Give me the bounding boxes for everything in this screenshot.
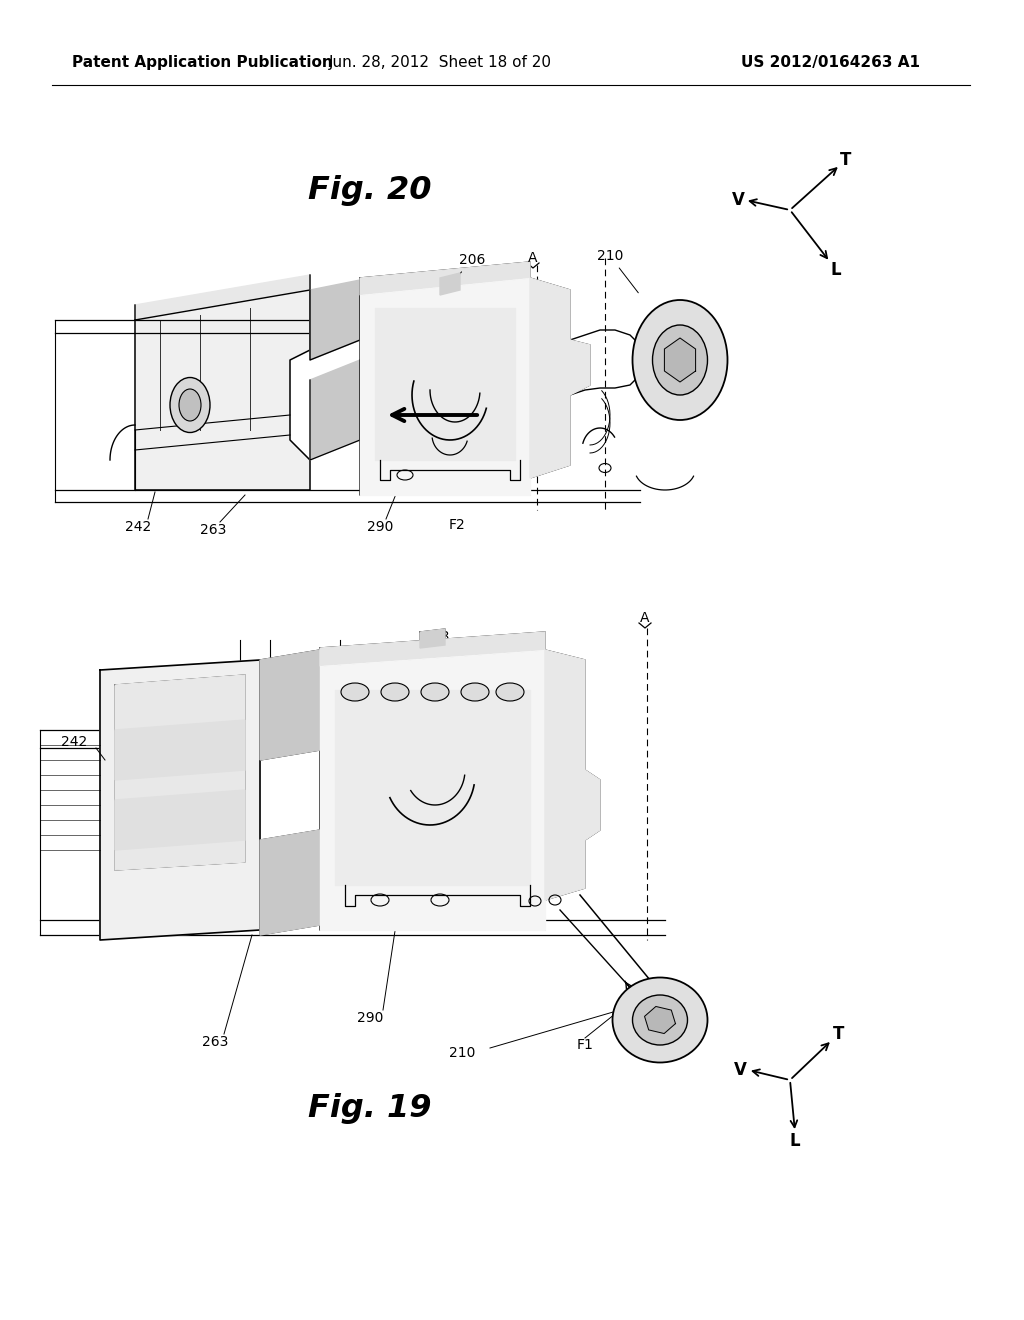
Ellipse shape <box>612 978 708 1063</box>
Polygon shape <box>360 261 530 294</box>
Ellipse shape <box>170 378 210 433</box>
Text: 248: 248 <box>418 630 450 648</box>
Text: US 2012/0164263 A1: US 2012/0164263 A1 <box>741 54 920 70</box>
Ellipse shape <box>179 389 201 421</box>
Text: 242: 242 <box>60 735 87 748</box>
Polygon shape <box>335 690 530 884</box>
Ellipse shape <box>633 995 687 1045</box>
Text: T: T <box>841 150 852 169</box>
Ellipse shape <box>652 325 708 395</box>
Text: 210: 210 <box>597 249 638 293</box>
Text: A: A <box>528 251 538 265</box>
Ellipse shape <box>496 682 524 701</box>
Text: 263: 263 <box>202 1035 228 1049</box>
Polygon shape <box>360 279 530 495</box>
Ellipse shape <box>461 682 489 701</box>
Text: L: L <box>830 261 842 279</box>
Ellipse shape <box>633 300 727 420</box>
Text: Fig. 19: Fig. 19 <box>308 1093 432 1123</box>
Polygon shape <box>319 632 545 667</box>
Text: 206: 206 <box>452 253 485 282</box>
Polygon shape <box>260 830 319 935</box>
Polygon shape <box>260 649 319 760</box>
Polygon shape <box>310 360 360 459</box>
Text: Fig. 20: Fig. 20 <box>308 174 432 206</box>
Text: Patent Application Publication: Patent Application Publication <box>72 54 333 70</box>
Text: 263: 263 <box>200 523 226 537</box>
Text: 290: 290 <box>356 1011 383 1026</box>
Text: V: V <box>731 191 744 209</box>
Polygon shape <box>100 660 260 940</box>
Polygon shape <box>530 279 590 478</box>
Text: A: A <box>640 611 650 624</box>
Ellipse shape <box>421 682 449 701</box>
Polygon shape <box>310 280 360 360</box>
Ellipse shape <box>381 682 409 701</box>
Text: F1: F1 <box>577 1038 594 1052</box>
Text: V: V <box>733 1061 746 1078</box>
Polygon shape <box>135 275 310 319</box>
Polygon shape <box>115 675 245 870</box>
Polygon shape <box>115 789 245 850</box>
Text: 290: 290 <box>367 520 393 535</box>
Polygon shape <box>135 290 310 490</box>
Polygon shape <box>375 308 515 459</box>
Text: 242: 242 <box>125 520 152 535</box>
Polygon shape <box>440 273 460 294</box>
Polygon shape <box>420 630 445 648</box>
Ellipse shape <box>341 682 369 701</box>
Text: Jun. 28, 2012  Sheet 18 of 20: Jun. 28, 2012 Sheet 18 of 20 <box>329 54 552 70</box>
Polygon shape <box>115 719 245 780</box>
Text: 210: 210 <box>449 1045 475 1060</box>
Polygon shape <box>545 649 600 900</box>
Polygon shape <box>319 649 545 931</box>
Polygon shape <box>644 1006 676 1034</box>
Text: L: L <box>790 1133 801 1150</box>
Text: 206: 206 <box>462 638 496 659</box>
Text: T: T <box>834 1026 845 1043</box>
Text: F2: F2 <box>449 517 465 532</box>
Polygon shape <box>665 338 695 381</box>
